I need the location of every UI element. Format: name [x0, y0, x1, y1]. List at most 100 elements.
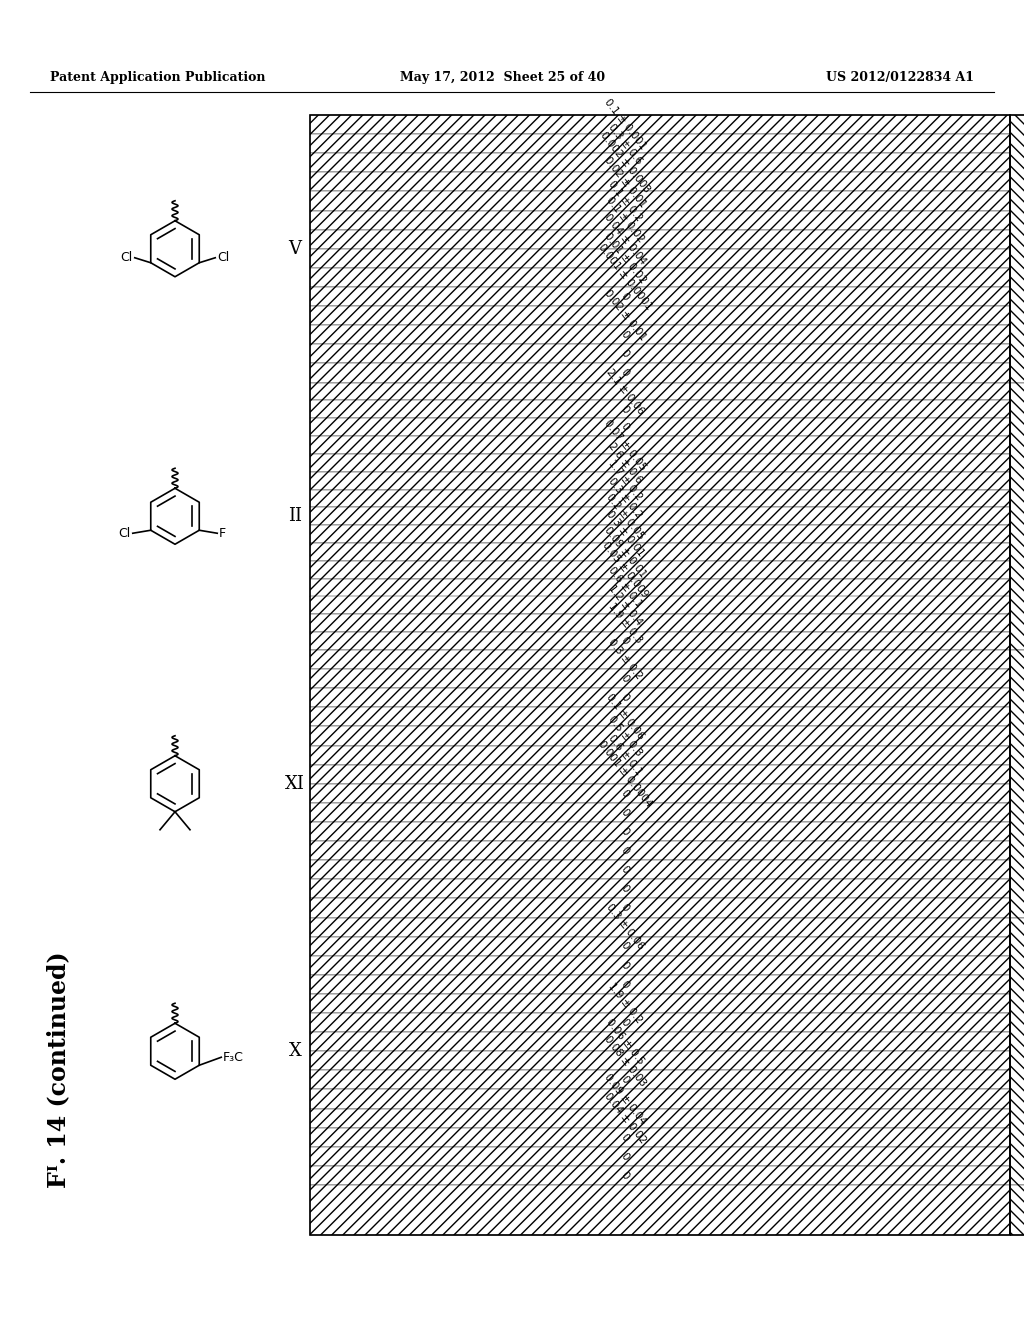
Text: 0: 0: [620, 1016, 631, 1028]
Bar: [310, 525, 1010, 543]
Bar: [310, 917, 1010, 937]
Bar: [310, 418, 1010, 436]
Bar: [310, 726, 1010, 746]
Bar: [310, 135, 1010, 153]
Text: 0.3 ± 0.06: 0.3 ± 0.06: [604, 903, 646, 952]
Text: 0: 0: [620, 1170, 631, 1181]
Text: II: II: [288, 507, 302, 525]
Text: 0.06 ± 0.5: 0.06 ± 0.5: [604, 1018, 646, 1067]
Bar: [310, 649, 1010, 669]
Bar: [310, 1071, 1010, 1089]
Text: 0.3 ± 0.01: 0.3 ± 0.01: [604, 510, 646, 558]
Text: 0.02 ± 0.01: 0.02 ± 0.01: [602, 289, 648, 343]
Text: 0.01 ± 0.02: 0.01 ± 0.02: [602, 231, 648, 285]
Bar: [310, 248, 1010, 268]
Bar: [310, 490, 1010, 507]
Bar: [310, 746, 1010, 764]
Text: 0.1 ± 0.001: 0.1 ± 0.001: [602, 98, 648, 152]
Text: Fᴵ. 14 (continued): Fᴵ. 14 (continued): [46, 952, 70, 1188]
Bar: [310, 975, 1010, 994]
Text: May 17, 2012  Sheet 25 of 40: May 17, 2012 Sheet 25 of 40: [400, 71, 605, 84]
Text: 0.04 ± 0.04: 0.04 ± 0.04: [602, 213, 648, 267]
Text: Cl: Cl: [119, 527, 131, 540]
Text: 0.09 ± 0.04: 0.09 ± 0.04: [602, 1072, 648, 1126]
Text: Patent Application Publication: Patent Application Publication: [50, 71, 265, 84]
Bar: [310, 286, 1010, 306]
Bar: [310, 841, 1010, 861]
Bar: [310, 436, 1010, 454]
Text: V: V: [289, 240, 301, 257]
Text: 1.9 ± 0.3: 1.9 ± 0.3: [606, 601, 644, 645]
Text: 0.3 ± 0.2: 0.3 ± 0.2: [606, 477, 644, 520]
Bar: [310, 1185, 1010, 1236]
Bar: [310, 861, 1010, 879]
Text: 0: 0: [620, 635, 631, 647]
Text: 2.6 ± 0.6: 2.6 ± 0.6: [606, 441, 644, 484]
Text: 0.001 ± 0.0001: 0.001 ± 0.0001: [596, 243, 653, 313]
Bar: [310, 1032, 1010, 1051]
Bar: [310, 764, 1010, 784]
Bar: [310, 1089, 1010, 1109]
Bar: [1010, 917, 1024, 1185]
Text: 0: 0: [620, 329, 631, 341]
Bar: [310, 688, 1010, 708]
Text: 0.07 ± 0.05: 0.07 ± 0.05: [602, 417, 648, 473]
Bar: [310, 784, 1010, 803]
Bar: [310, 822, 1010, 841]
Text: 0.02 ± 0.01: 0.02 ± 0.01: [602, 154, 648, 209]
Text: 0: 0: [620, 845, 631, 857]
Text: 0.2 ± 0.05: 0.2 ± 0.05: [604, 491, 646, 541]
Text: 0.5 ± 0.3: 0.5 ± 0.3: [606, 714, 644, 758]
Text: 0.001 ± 0.0004: 0.001 ± 0.0004: [596, 739, 653, 809]
Text: 0: 0: [620, 1131, 631, 1143]
Bar: [310, 543, 1010, 561]
Bar: [310, 191, 1010, 210]
Bar: [1010, 383, 1024, 649]
Text: Cl: Cl: [121, 251, 133, 264]
Text: 0.1 ± 0.06: 0.1 ± 0.06: [604, 692, 646, 742]
Bar: [310, 597, 1010, 614]
Bar: [310, 306, 1010, 325]
Bar: [1010, 1185, 1024, 1236]
Bar: [310, 1051, 1010, 1071]
Text: 0.05 ± 0.009: 0.05 ± 0.009: [600, 540, 650, 599]
Text: 1.9 ± 0.2: 1.9 ± 0.2: [606, 981, 644, 1026]
Text: 1.2 ± 0.4: 1.2 ± 0.4: [606, 583, 644, 627]
Text: 2.1 ± 0.06: 2.1 ± 0.06: [604, 367, 646, 416]
Text: XI: XI: [285, 775, 305, 793]
Text: 0.1 ± 0.02: 0.1 ± 0.02: [604, 195, 646, 244]
Bar: [310, 561, 1010, 578]
Bar: [310, 454, 1010, 471]
Text: 0.1 ± 0.2: 0.1 ± 0.2: [606, 180, 644, 223]
Bar: [310, 115, 1010, 1236]
Bar: [310, 1109, 1010, 1127]
Text: 0: 0: [620, 1151, 631, 1162]
Text: 0: 0: [620, 865, 631, 875]
Text: 0: 0: [620, 826, 631, 837]
Bar: [310, 994, 1010, 1012]
Text: 0: 0: [620, 941, 631, 952]
Text: 0: 0: [620, 978, 631, 990]
Bar: [310, 325, 1010, 345]
Bar: [310, 173, 1010, 191]
Text: Cl: Cl: [217, 251, 229, 264]
Text: 0: 0: [620, 673, 631, 684]
Bar: [310, 956, 1010, 975]
Text: X: X: [289, 1043, 301, 1060]
Text: 0: 0: [620, 348, 631, 359]
Bar: [310, 383, 1010, 400]
Text: 0: 0: [620, 404, 631, 414]
Text: 0.3 ± 0.2: 0.3 ± 0.2: [606, 638, 644, 681]
Text: 0.3 ± 0.6: 0.3 ± 0.6: [606, 121, 644, 166]
Bar: [310, 210, 1010, 230]
Text: 0.09 ± 0.01: 0.09 ± 0.01: [602, 525, 648, 579]
Bar: [310, 632, 1010, 649]
Text: 1.7 ± 0.2: 1.7 ± 0.2: [606, 458, 644, 503]
Bar: [310, 115, 1010, 135]
Text: 0.002 ± 0.003: 0.002 ± 0.003: [598, 131, 651, 195]
Bar: [310, 879, 1010, 899]
Bar: [310, 1147, 1010, 1166]
Text: 0.04 ± 0.02: 0.04 ± 0.02: [602, 1090, 648, 1146]
Bar: [1010, 115, 1024, 1236]
Text: 0: 0: [620, 692, 631, 704]
